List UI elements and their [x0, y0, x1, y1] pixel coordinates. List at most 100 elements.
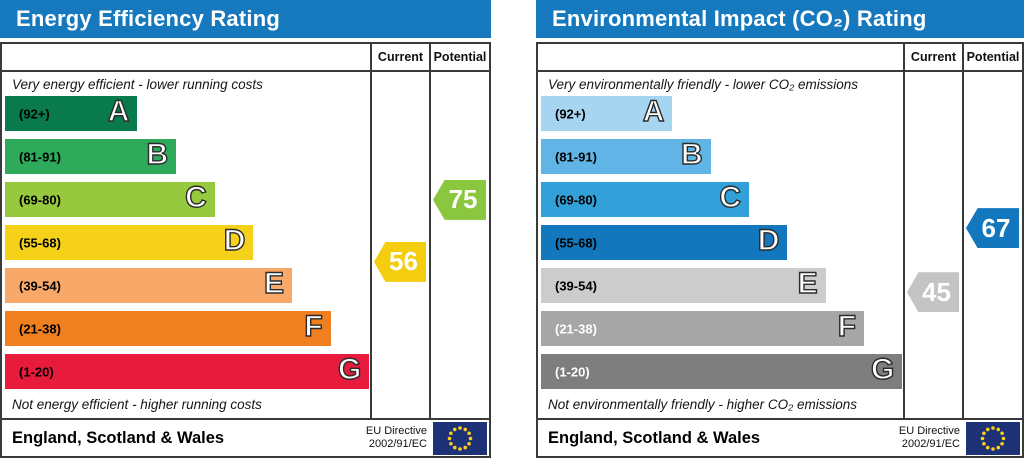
band-range-label: (21-38) — [19, 321, 61, 336]
table-footer: England, Scotland & Wales EU Directive 2… — [538, 418, 1022, 456]
band-letter: C — [719, 180, 742, 215]
environmental-impact-panel: Environmental Impact (CO₂) Rating Curren… — [536, 0, 1024, 458]
eu-directive-line2: 2002/91/EC — [901, 438, 960, 450]
band-range-label: (55-68) — [19, 235, 61, 250]
potential-column: 75 — [429, 72, 489, 418]
band-letter: G — [337, 352, 362, 387]
eu-flag-star — [982, 441, 986, 446]
eu-flag-star — [980, 436, 985, 440]
eu-flag-icon — [432, 420, 488, 456]
rating-table: Current Potential Very environmentally f… — [536, 42, 1024, 458]
eu-directive-label: EU Directive 2002/91/EC — [899, 425, 960, 451]
band-range-label: (81-91) — [19, 149, 61, 164]
current-column: 56 — [370, 72, 429, 418]
eu-flag-star — [1000, 441, 1004, 446]
band-letter: C — [184, 180, 207, 215]
current-column-header: Current — [903, 44, 962, 72]
eu-flag-star — [449, 441, 453, 446]
eu-flag-star — [467, 430, 471, 435]
band-c: (69-80) C — [5, 180, 215, 217]
band-letter: D — [757, 223, 780, 258]
panel-title: Energy Efficiency Rating — [16, 6, 280, 31]
table-header-spacer — [2, 44, 370, 72]
band-g: (1-20) G — [5, 352, 370, 389]
band-letter: E — [797, 266, 818, 301]
region-label: England, Scotland & Wales — [548, 428, 761, 447]
eu-flag-star — [468, 436, 473, 440]
band-letter: B — [146, 137, 169, 172]
band-range-label: (39-54) — [555, 278, 597, 293]
band-a: (92+) A — [5, 94, 138, 131]
band-b: (81-91) B — [5, 137, 177, 174]
bottom-note: Not environmentally friendly - higher CO… — [548, 397, 858, 412]
top-note: Very environmentally friendly - lower CO… — [548, 77, 858, 92]
band-letter: E — [263, 266, 285, 301]
panel-header: Energy Efficiency Rating — [0, 0, 491, 38]
current-column-header: Current — [370, 44, 429, 72]
energy-efficiency-panel: Energy Efficiency Rating Current Potenti… — [0, 0, 491, 458]
eu-flag-star — [996, 445, 1001, 449]
eu-flag-star — [985, 427, 990, 431]
band-b: (81-91) B — [541, 137, 711, 174]
potential-column-header: Potential — [429, 44, 489, 72]
band-letter: B — [680, 137, 703, 172]
bottom-note: Not energy efficient - higher running co… — [12, 397, 262, 412]
eu-flag-star — [452, 445, 457, 449]
band-e: (39-54) E — [541, 266, 826, 303]
band-range-label: (92+) — [19, 106, 50, 121]
eu-flag-star — [996, 427, 1001, 431]
table-header-spacer — [538, 44, 903, 72]
top-note: Very energy efficient - lower running co… — [12, 77, 263, 92]
potential-rating-arrow: 67 — [966, 208, 1019, 249]
band-letter: A — [107, 94, 130, 129]
band-letter: F — [304, 309, 324, 344]
eu-flag-star — [982, 430, 986, 435]
eu-flag-box — [965, 420, 1021, 456]
band-letter: F — [837, 309, 857, 344]
band-c: (69-80) C — [541, 180, 750, 217]
band-f: (21-38) F — [5, 309, 331, 346]
potential-column: 67 — [962, 72, 1022, 418]
table-footer: England, Scotland & Wales EU Directive 2… — [2, 418, 489, 456]
band-g: (1-20) G — [541, 352, 903, 389]
region-label: England, Scotland & Wales — [12, 428, 225, 447]
eu-directive-line1: EU Directive — [365, 424, 427, 437]
band-range-label: (69-80) — [19, 192, 61, 207]
band-e: (39-54) E — [5, 266, 293, 303]
eu-flag-star — [463, 445, 468, 449]
band-chart-area: Very energy efficient - lower running co… — [2, 72, 370, 418]
band-range-label: (55-68) — [555, 235, 597, 250]
eu-flag-star — [1001, 436, 1006, 440]
eu-directive-line2: 2002/91/EC — [368, 438, 427, 450]
band-a: (92+) A — [541, 94, 673, 131]
eu-flag-star — [467, 441, 471, 446]
potential-rating-arrow: 75 — [433, 179, 486, 220]
band-letter: A — [642, 94, 665, 129]
eu-flag-box — [432, 420, 488, 456]
current-column: 45 — [903, 72, 962, 418]
band-range-label: (92+) — [555, 106, 586, 121]
band-d: (55-68) D — [541, 223, 788, 260]
band-d: (55-68) D — [5, 223, 254, 260]
eu-flag-icon — [965, 420, 1021, 456]
eu-directive-label: EU Directive 2002/91/EC — [366, 425, 427, 451]
potential-column-header: Potential — [962, 44, 1022, 72]
eu-flag-star — [991, 425, 995, 430]
eu-flag-star — [458, 446, 462, 451]
band-range-label: (1-20) — [19, 364, 54, 379]
eu-flag-star — [1000, 430, 1004, 435]
eu-flag-star — [991, 446, 995, 451]
band-range-label: (81-91) — [555, 149, 597, 164]
eu-flag-star — [458, 425, 462, 430]
eu-flag-star — [449, 430, 453, 435]
band-range-label: (39-54) — [19, 278, 61, 293]
eu-flag-star — [447, 436, 452, 440]
panel-header: Environmental Impact (CO₂) Rating — [536, 0, 1024, 38]
band-letter: G — [870, 352, 895, 387]
band-range-label: (21-38) — [555, 321, 597, 336]
band-range-label: (1-20) — [555, 364, 590, 379]
current-rating-arrow: 56 — [374, 241, 426, 282]
current-rating-arrow: 45 — [907, 272, 959, 313]
band-range-label: (69-80) — [555, 192, 597, 207]
